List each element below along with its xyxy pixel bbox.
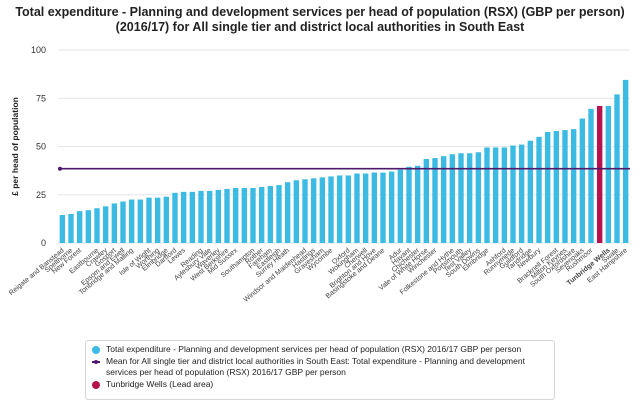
- bar: [319, 177, 326, 243]
- bar: [68, 214, 74, 243]
- bar: [198, 190, 204, 243]
- bar: [570, 129, 577, 243]
- bar: [527, 140, 534, 243]
- bar: [215, 189, 222, 243]
- bar: [102, 206, 109, 243]
- bar: [180, 191, 187, 243]
- legend-series-swatch-icon: [92, 345, 100, 354]
- bar: [172, 192, 178, 243]
- legend-item-series[interactable]: Total expenditure - Planning and develop…: [92, 344, 548, 355]
- bar: [371, 172, 378, 243]
- bar: [605, 105, 612, 243]
- lead-bar: [596, 105, 603, 243]
- bar: [310, 178, 317, 243]
- bar: [423, 159, 430, 243]
- bar: [59, 215, 66, 243]
- legend-lead-label: Tunbridge Wells (Lead area): [106, 379, 214, 389]
- bar: [345, 175, 352, 243]
- bar: [397, 169, 404, 243]
- bar: [189, 191, 196, 243]
- bar: [302, 179, 308, 243]
- bar: [250, 187, 256, 243]
- bar: [163, 196, 170, 243]
- chart-title: Total expenditure - Planning and develop…: [0, 5, 640, 35]
- bar: [362, 173, 369, 243]
- bar: [579, 118, 586, 243]
- bar: [111, 203, 118, 243]
- legend-mean-label: Mean for All single tier and district lo…: [106, 356, 525, 377]
- bar: [475, 152, 482, 243]
- bar: [440, 156, 447, 243]
- y-tick-label: 0: [41, 238, 46, 248]
- bar: [224, 188, 230, 243]
- bar: [622, 79, 629, 243]
- y-tick-label: 100: [31, 45, 46, 55]
- bar: [94, 208, 100, 243]
- chart-title-line-2: (2016/17) for All single tier and distri…: [115, 20, 525, 34]
- bar: [510, 145, 516, 243]
- bar: [484, 147, 490, 243]
- bar: [553, 131, 560, 243]
- bar: [76, 211, 83, 243]
- bar: [128, 199, 135, 243]
- bar: [137, 199, 144, 243]
- bar: [492, 147, 499, 243]
- y-axis-label: £ per head of population: [10, 97, 20, 196]
- bar: [432, 158, 438, 243]
- bar: [562, 130, 568, 243]
- legend-item-mean[interactable]: Mean for All single tier and district lo…: [92, 356, 548, 378]
- bar: [458, 153, 464, 243]
- bar: [518, 144, 525, 243]
- bar: [232, 187, 239, 243]
- legend-item-lead[interactable]: Tunbridge Wells (Lead area): [92, 379, 548, 390]
- bar: [85, 210, 92, 243]
- y-tick-label: 50: [36, 142, 46, 152]
- mean-line-marker: [58, 166, 62, 171]
- legend-lead-swatch-icon: [92, 380, 100, 389]
- bar: [544, 132, 551, 243]
- legend-series-label: Total expenditure - Planning and develop…: [106, 344, 522, 354]
- y-tick-label: 25: [36, 190, 46, 200]
- bar: [354, 173, 360, 243]
- bar: [120, 201, 126, 243]
- chart-title-line-1: Total expenditure - Planning and develop…: [15, 5, 625, 19]
- bar: [267, 186, 274, 243]
- bar: [328, 176, 334, 243]
- bar: [588, 108, 594, 244]
- bar: [241, 187, 248, 243]
- y-tick-label: 75: [36, 93, 46, 103]
- bar: [388, 171, 395, 243]
- bar: [536, 136, 542, 243]
- bar: [146, 197, 152, 243]
- bar: [284, 182, 291, 243]
- legend-mean-line-icon: [92, 359, 100, 364]
- bar: [406, 166, 412, 243]
- bar: [336, 175, 343, 243]
- bar: [206, 190, 213, 243]
- bar: [466, 153, 473, 243]
- bar: [258, 187, 265, 243]
- legend: Total expenditure - Planning and develop…: [85, 340, 555, 400]
- bar: [293, 180, 300, 243]
- bar: [380, 172, 386, 243]
- bar: [449, 154, 456, 243]
- bar: [501, 147, 508, 243]
- bar: [276, 185, 282, 243]
- bar: [414, 165, 421, 243]
- bar: [154, 197, 161, 243]
